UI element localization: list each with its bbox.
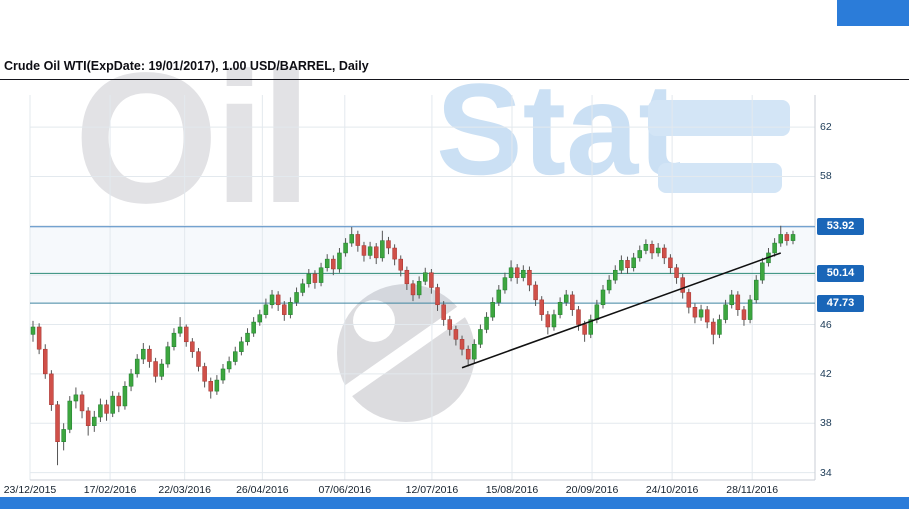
price-line-value-badge[interactable]: 47.73 — [817, 294, 864, 312]
x-tick-label: 22/03/2016 — [158, 484, 211, 496]
x-tick-label: 12/07/2016 — [405, 484, 459, 496]
y-tick-label: 38 — [820, 417, 832, 430]
x-tick-label: 17/02/2016 — [83, 484, 137, 496]
price-line-value-badge[interactable]: 50.14 — [817, 264, 864, 282]
top-right-panel — [837, 0, 909, 26]
x-tick-label: 20/09/2016 — [565, 484, 619, 496]
y-tick-label: 34 — [820, 466, 832, 479]
x-tick-label: 15/08/2016 — [485, 484, 539, 496]
zone-fill — [30, 226, 815, 304]
trendline — [461, 252, 782, 369]
y-tick-label: 62 — [820, 121, 832, 134]
title-divider — [0, 79, 909, 80]
candles — [30, 225, 796, 466]
x-tick-label: 28/11/2016 — [726, 484, 779, 496]
bottom-bar — [0, 497, 909, 509]
x-tick-label: 23/12/2015 — [3, 484, 57, 496]
x-tick-label: 24/10/2016 — [645, 484, 699, 496]
x-tick-label: 26/04/2016 — [236, 484, 289, 496]
x-tick-label: 07/06/2016 — [318, 484, 372, 496]
price-line-value-badge[interactable]: 53.92 — [817, 218, 864, 236]
chart-title: Crude Oil WTI(ExpDate: 19/01/2017), 1.00… — [4, 59, 369, 73]
y-tick-label: 42 — [820, 367, 832, 380]
y-tick-label: 58 — [820, 170, 832, 183]
y-tick-label: 46 — [820, 318, 832, 331]
